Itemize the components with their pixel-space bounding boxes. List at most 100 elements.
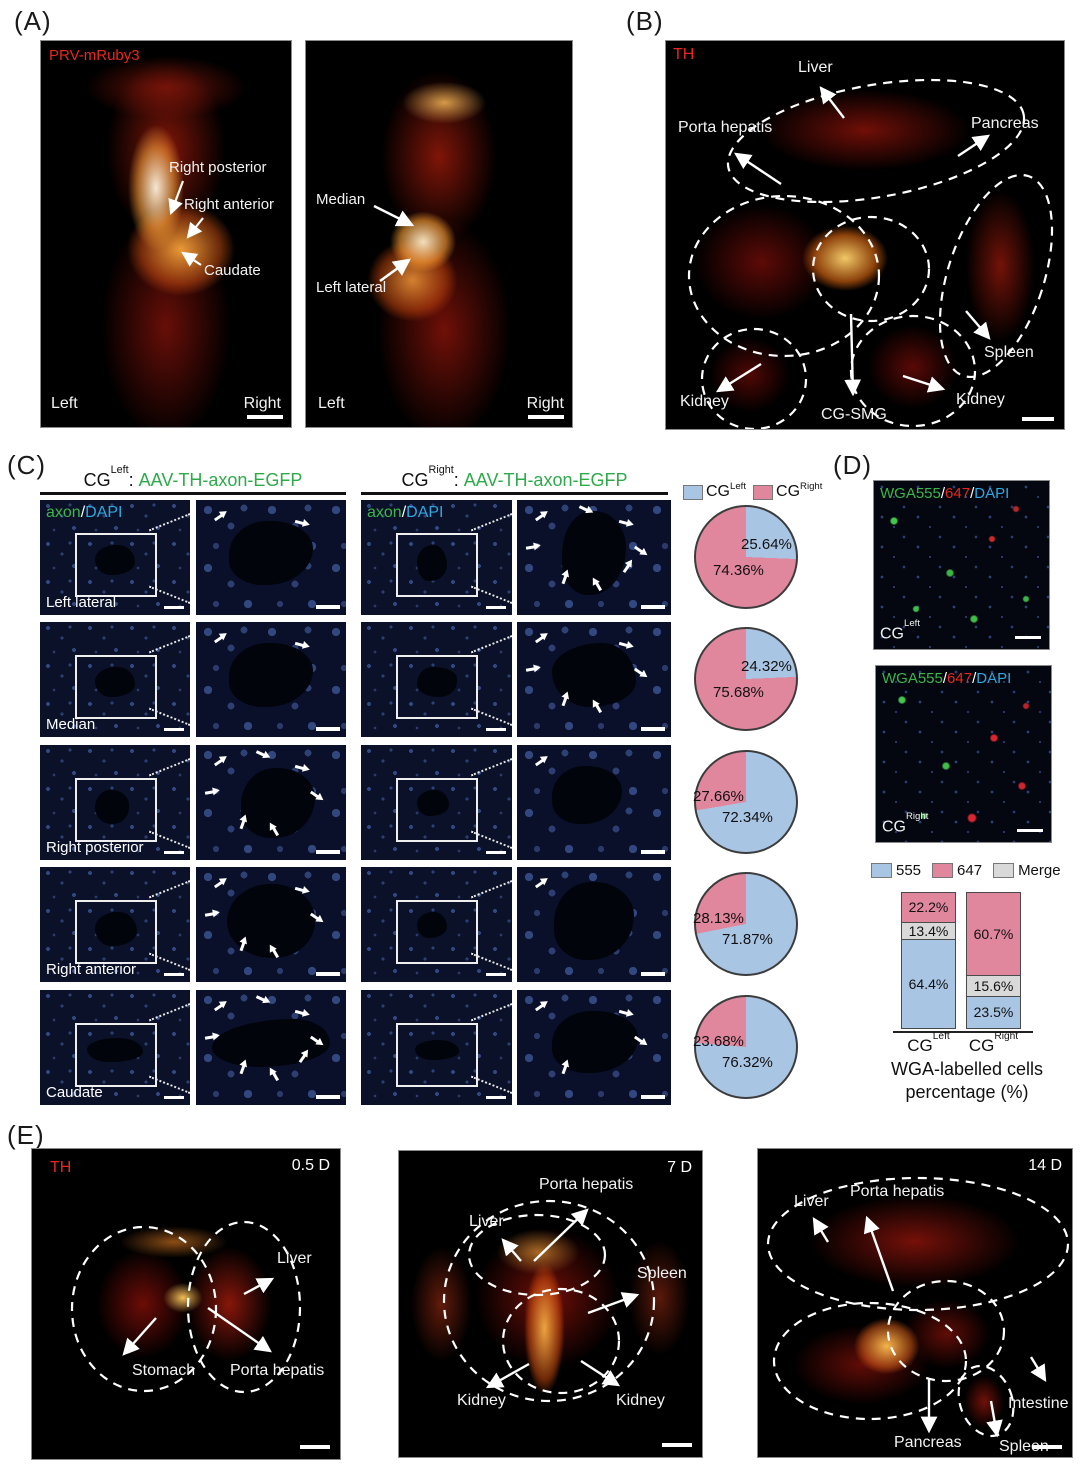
scale-bar — [164, 1096, 184, 1099]
panel-e-image-05d: TH 0.5 D Liver Stomach Porta hepatis — [31, 1148, 341, 1460]
micrograph-zoom — [517, 500, 671, 615]
panel-d-image-cg-left: WGA555/647/DAPI CGLeft — [873, 480, 1050, 650]
pie-legend: CG Left CG Right — [683, 481, 829, 501]
micrograph-zoom — [196, 990, 346, 1105]
scale-bar — [316, 972, 340, 976]
micrograph-overview — [361, 745, 512, 860]
pointer-arrow-icon — [294, 764, 305, 770]
pie-value-major: 74.36% — [713, 562, 764, 579]
scale-bar — [164, 973, 184, 976]
marker-label: PRV-mRuby3 — [49, 47, 140, 64]
organ-label: Liver — [798, 59, 833, 76]
pointer-arrow-icon — [204, 912, 215, 917]
pointer-arrow-icon — [526, 545, 536, 550]
panel-d-tag: (D) — [833, 450, 873, 480]
micrograph-zoom — [196, 500, 346, 615]
inset-rectangle — [75, 533, 157, 597]
pointer-arrow-icon — [255, 750, 266, 757]
micrograph-zoom — [517, 745, 671, 860]
organ-outlines-and-arrows — [442, 1199, 656, 1403]
pointer-arrow-icon — [255, 995, 266, 1002]
scale-bar — [164, 728, 184, 731]
bar-legend: 555 647 Merge — [871, 862, 1072, 879]
bar-segment-value: 64.4% — [908, 976, 949, 993]
pointer-arrow-icon — [535, 635, 545, 644]
pie-value-minor: 24.32% — [741, 658, 792, 675]
organ-label: Right posterior — [169, 159, 267, 176]
row-label: Caudate — [46, 1084, 103, 1101]
inset-rectangle — [75, 900, 157, 964]
annotation-arrows — [168, 180, 204, 267]
micrograph-zoom — [196, 745, 346, 860]
micrograph-zoom — [196, 622, 346, 737]
organ-label: Porta hepatis — [850, 1183, 945, 1200]
scale-bar — [316, 850, 340, 854]
scale-bar — [641, 1095, 665, 1099]
pointer-arrow-icon — [618, 1009, 628, 1015]
scale-bar — [1032, 1445, 1062, 1449]
pointer-arrow-icon — [213, 758, 224, 767]
organ-label: Median — [316, 191, 366, 208]
legend-item-cg-left: CG Left — [683, 481, 746, 501]
scale-bar — [486, 728, 506, 731]
bar-segment-647: 22.2% — [901, 892, 956, 923]
pointer-arrow-icon — [294, 1009, 305, 1015]
scale-bar — [641, 972, 665, 976]
bar-segment-Merge: 15.6% — [966, 975, 1021, 998]
bar-category-label: CGLeft — [907, 1030, 950, 1055]
bar-segment-555: 23.5% — [966, 996, 1021, 1029]
bar-baseline — [893, 1031, 1033, 1033]
bar-segment-647: 60.7% — [966, 892, 1021, 977]
scale-bar — [1017, 829, 1043, 832]
side-label-left: Left — [51, 395, 78, 412]
inset-rectangle — [396, 655, 478, 719]
bar-chart-title: WGA-labelled cells percentage (%) — [890, 1059, 1044, 1103]
header-underline — [361, 492, 668, 495]
row-label: Left lateral — [46, 594, 117, 611]
micrograph-overview: axon/DAPI Left lateral — [40, 500, 190, 615]
scale-bar — [486, 973, 506, 976]
inset-rectangle — [396, 533, 478, 597]
pointer-arrow-icon — [578, 505, 588, 512]
row-label: Right anterior — [46, 961, 137, 978]
legend-swatch-pink — [753, 484, 774, 500]
micrograph-overview: Right posterior — [40, 745, 190, 860]
organ-outlines-and-arrows — [687, 78, 1054, 429]
column-group-header-right: CGRight: AAV-TH-axon-EGFP — [401, 464, 628, 490]
pie-chart-right-anterior: 28.13% 71.87% — [693, 872, 798, 976]
pie-value-minor: 25.64% — [741, 536, 792, 553]
organ-label: Porta hepatis — [230, 1362, 325, 1379]
organ-label: Porta hepatis — [678, 119, 773, 136]
legend-swatch-555 — [871, 863, 892, 878]
micrograph-zoom — [517, 990, 671, 1105]
scale-bar — [486, 1096, 506, 1099]
timepoint-label: 14 D — [1028, 1157, 1062, 1174]
bar-segment-value: 22.2% — [908, 899, 949, 916]
inset-rectangle — [75, 1023, 157, 1087]
stain-label: axon/DAPI — [46, 504, 123, 521]
legend-item-647: 647 — [932, 862, 982, 879]
pie-chart-median: 24.32% 75.68% — [694, 627, 798, 731]
organ-label: Kidney — [956, 391, 1005, 408]
pointer-arrow-icon — [618, 519, 628, 525]
stacked-bar-cg-left: 22.2% 13.4% 64.4% — [901, 892, 956, 1032]
stain-label: WGA555/647/DAPI — [882, 670, 1012, 687]
micrograph-overview: Caudate — [40, 990, 190, 1105]
scale-bar — [528, 415, 564, 419]
organ-label: Spleen — [637, 1265, 687, 1282]
bar-segment-value: 13.4% — [908, 923, 949, 940]
panel-b-tag: (B) — [626, 6, 664, 36]
scale-bar — [300, 1445, 330, 1449]
scale-bar — [641, 605, 665, 609]
organ-label: Intestine — [1008, 1395, 1069, 1412]
micrograph-overview — [361, 622, 512, 737]
image-corner-label: CGRight — [882, 811, 929, 835]
stacked-bar-cg-right: 60.7% 15.6% 23.5% — [966, 892, 1021, 1032]
panel-e-image-7d: 7 D Porta hepatis Liver Spleen Kidney Ki… — [398, 1150, 703, 1458]
header-underline — [40, 492, 346, 495]
organ-label: Liver — [277, 1250, 312, 1267]
pointer-arrow-icon — [213, 880, 224, 889]
pie-value-minor: 23.68% — [693, 1033, 744, 1050]
pointer-arrow-icon — [526, 667, 536, 672]
scale-bar — [641, 727, 665, 731]
